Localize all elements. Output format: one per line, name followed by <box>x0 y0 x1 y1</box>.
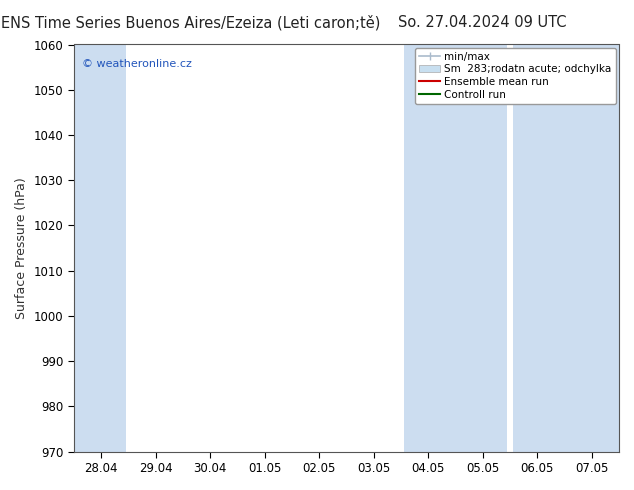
Bar <box>74 45 126 452</box>
Bar <box>404 45 507 452</box>
Legend: min/max, Sm  283;rodatn acute; odchylka, Ensemble mean run, Controll run: min/max, Sm 283;rodatn acute; odchylka, … <box>415 48 616 104</box>
Y-axis label: Surface Pressure (hPa): Surface Pressure (hPa) <box>15 177 28 319</box>
Text: ENS Time Series Buenos Aires/Ezeiza (Leti caron;tě): ENS Time Series Buenos Aires/Ezeiza (Let… <box>1 15 380 30</box>
Text: © weatheronline.cz: © weatheronline.cz <box>82 59 191 69</box>
Bar <box>513 45 619 452</box>
Text: So. 27.04.2024 09 UTC: So. 27.04.2024 09 UTC <box>398 15 566 30</box>
